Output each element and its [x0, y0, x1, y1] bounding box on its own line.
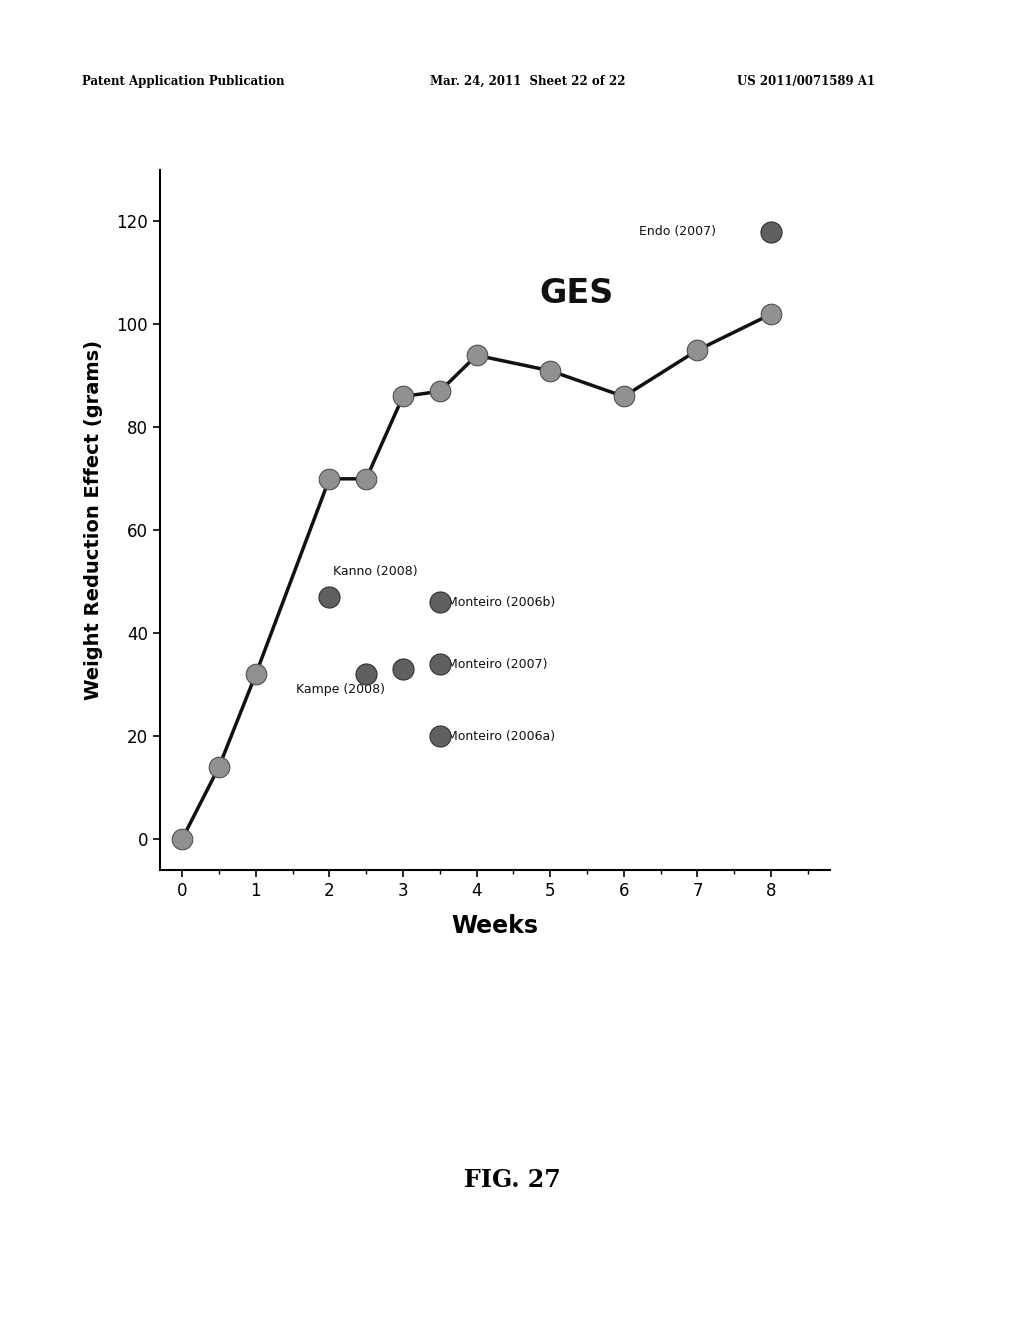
- Point: [468, 345, 484, 366]
- Text: Endo (2007): Endo (2007): [639, 226, 716, 239]
- Point: [358, 664, 375, 685]
- Text: Kanno (2008): Kanno (2008): [333, 565, 418, 578]
- Point: [431, 726, 447, 747]
- Text: Monteiro (2006b): Monteiro (2006b): [447, 595, 555, 609]
- Point: [431, 653, 447, 675]
- Point: [542, 360, 558, 381]
- Text: Monteiro (2006a): Monteiro (2006a): [447, 730, 555, 743]
- Point: [358, 469, 375, 490]
- Text: Patent Application Publication: Patent Application Publication: [82, 75, 285, 88]
- Point: [431, 591, 447, 612]
- X-axis label: Weeks: Weeks: [452, 913, 539, 937]
- Point: [248, 664, 264, 685]
- Y-axis label: Weight Reduction Effect (grams): Weight Reduction Effect (grams): [84, 341, 102, 700]
- Text: Kampe (2008): Kampe (2008): [296, 684, 385, 697]
- Text: GES: GES: [540, 277, 613, 310]
- Point: [615, 385, 632, 407]
- Point: [174, 829, 190, 850]
- Point: [689, 339, 706, 360]
- Point: [322, 469, 338, 490]
- Text: US 2011/0071589 A1: US 2011/0071589 A1: [737, 75, 876, 88]
- Point: [431, 380, 447, 401]
- Point: [395, 659, 412, 680]
- Text: Monteiro (2007): Monteiro (2007): [447, 657, 548, 671]
- Point: [763, 304, 779, 325]
- Point: [322, 586, 338, 607]
- Text: Mar. 24, 2011  Sheet 22 of 22: Mar. 24, 2011 Sheet 22 of 22: [430, 75, 626, 88]
- Text: FIG. 27: FIG. 27: [464, 1168, 560, 1192]
- Point: [763, 222, 779, 243]
- Point: [395, 385, 412, 407]
- Point: [211, 756, 227, 777]
